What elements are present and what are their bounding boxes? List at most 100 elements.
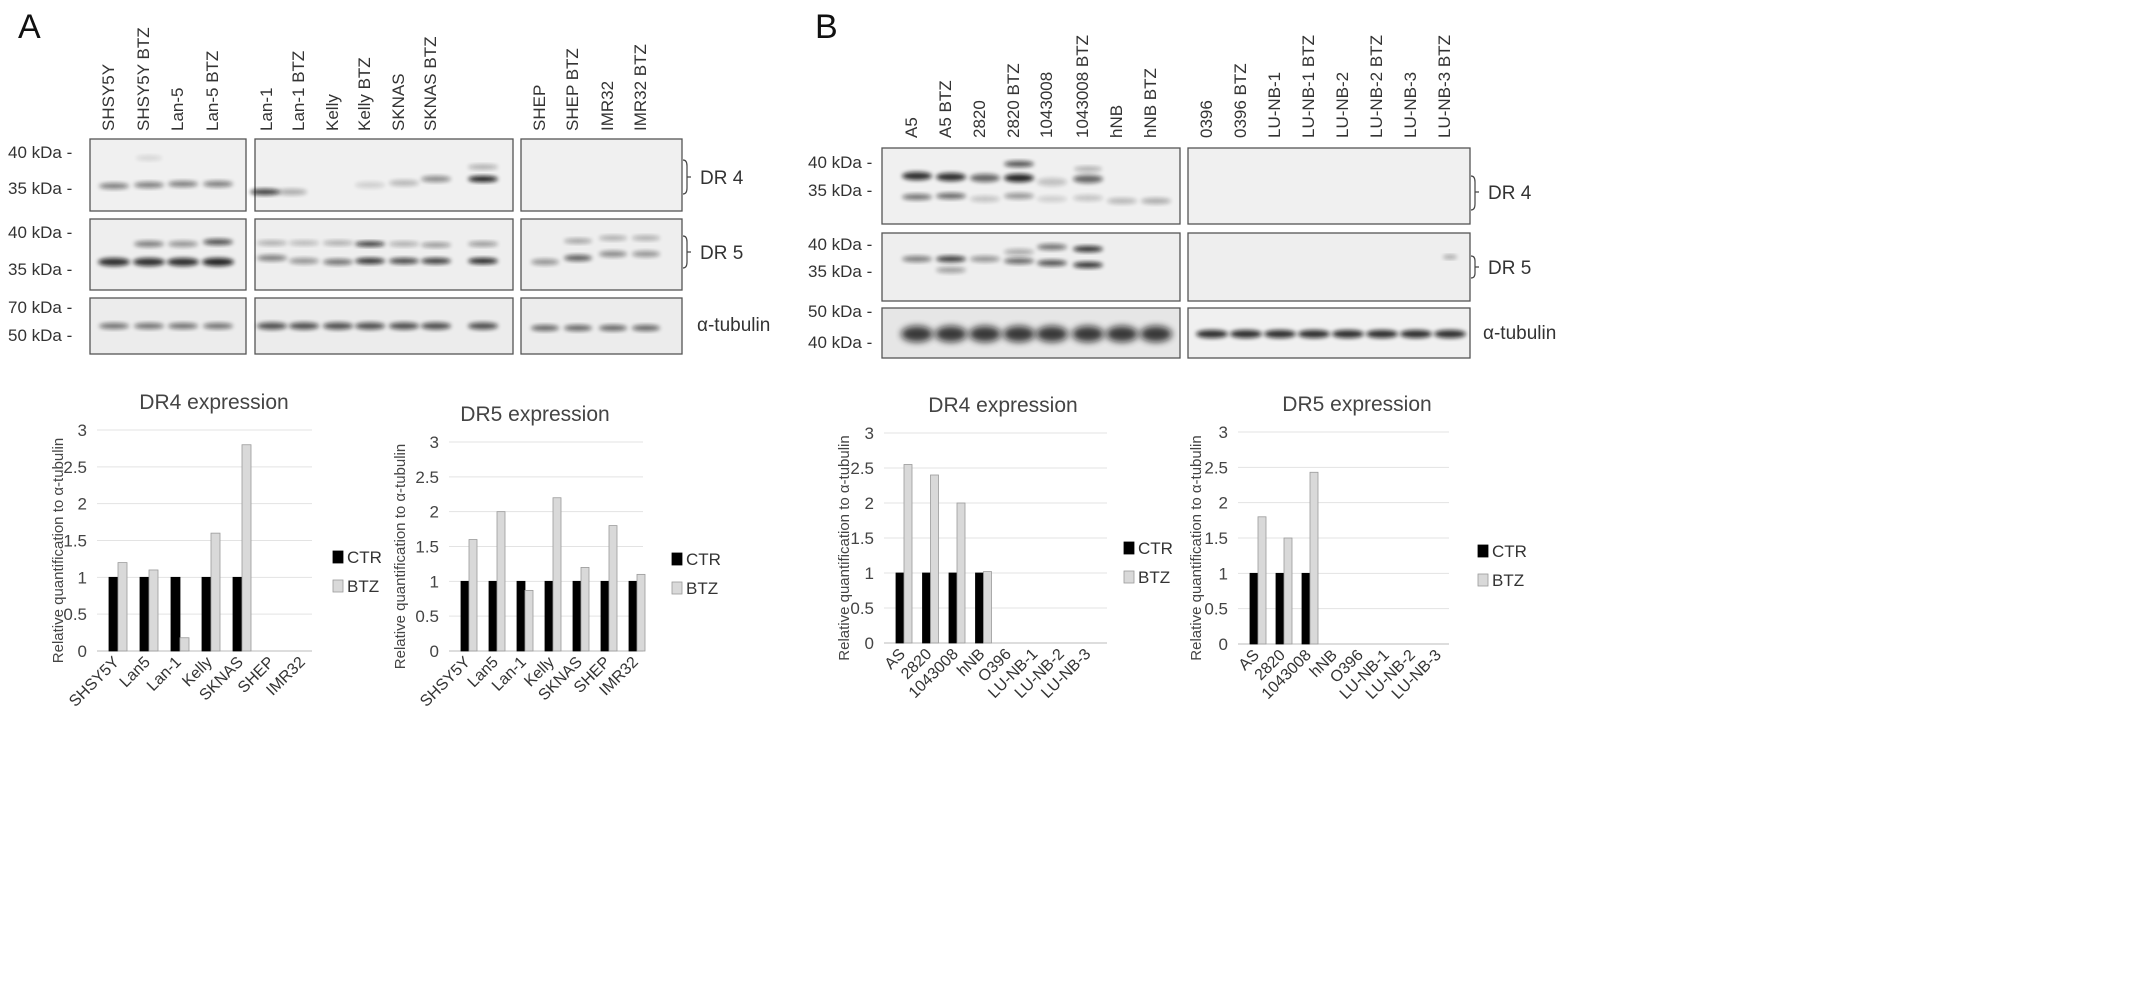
blot-band bbox=[323, 259, 353, 265]
legend-label-ctr: CTR bbox=[686, 550, 721, 569]
y-tick-label: 2.5 bbox=[850, 459, 874, 478]
y-tick-label: 0.5 bbox=[415, 607, 439, 626]
chart-title: DR5 expression bbox=[460, 403, 609, 426]
blot-band bbox=[1073, 195, 1103, 201]
chart-2: DR5 expression 0 0.5 1 1.5 2 2.5 3 Relative quan… bbox=[392, 403, 721, 710]
lane-label: 1043008 bbox=[1037, 72, 1056, 138]
blot-band bbox=[1366, 330, 1398, 338]
blot-band bbox=[355, 182, 385, 188]
bar-ctr bbox=[516, 580, 526, 652]
bands-b bbox=[901, 161, 1466, 342]
bar-btz bbox=[179, 637, 190, 652]
blot-band bbox=[289, 240, 319, 246]
blot-panel-b: 40 kDa - 35 kDa - 40 kDa - 35 kDa - 50 k… bbox=[808, 35, 1556, 359]
kda-b-dr5-35: 35 kDa - bbox=[808, 262, 872, 281]
blot-band bbox=[134, 323, 164, 329]
blot-band bbox=[1037, 178, 1067, 186]
blot-band bbox=[1072, 326, 1104, 342]
blot-band bbox=[389, 258, 419, 264]
bar-ctr bbox=[572, 580, 582, 652]
label-a-tubulin: α-tubulin bbox=[697, 315, 770, 336]
blot-panel-a: 40 kDa - 35 kDa - 40 kDa - 35 kDa - 70 k… bbox=[8, 27, 770, 355]
legend-swatch-btz bbox=[671, 581, 683, 595]
blot-band bbox=[1400, 330, 1432, 338]
blot-a-dr5-box1 bbox=[89, 218, 247, 291]
lane-label: A5 BTZ bbox=[936, 80, 955, 138]
blot-band bbox=[599, 235, 627, 241]
kda-a-tub-70: 70 kDa - bbox=[8, 298, 72, 317]
y-tick-label: 3 bbox=[865, 424, 874, 443]
legend-swatch-btz bbox=[1123, 570, 1135, 584]
blot-band bbox=[202, 258, 234, 266]
blot-band bbox=[564, 325, 592, 331]
blot-band bbox=[970, 256, 1000, 262]
lane-label: LU-NB-1 BTZ bbox=[1299, 35, 1318, 138]
blot-band bbox=[564, 238, 592, 244]
blot-band bbox=[168, 181, 198, 187]
blot-band bbox=[289, 322, 319, 330]
lane-label: LU-NB-3 bbox=[1401, 72, 1420, 138]
kda-b-tub-50: 50 kDa - bbox=[808, 302, 872, 321]
bar-ctr bbox=[895, 572, 905, 644]
bar-btz bbox=[241, 444, 252, 652]
blot-band bbox=[969, 326, 1001, 342]
blot-band bbox=[468, 241, 498, 247]
lane-label: 2820 BTZ bbox=[1004, 63, 1023, 138]
bar-btz bbox=[552, 497, 562, 652]
blot-band bbox=[468, 164, 498, 170]
blot-band bbox=[355, 241, 385, 247]
x-category-label: Lan-1 bbox=[144, 654, 185, 695]
bar-ctr bbox=[488, 580, 498, 652]
legend-label-ctr: CTR bbox=[347, 548, 382, 567]
blot-band bbox=[389, 241, 419, 247]
blot-band bbox=[902, 194, 932, 200]
blot-band bbox=[99, 183, 129, 189]
y-tick-label: 3 bbox=[1219, 423, 1228, 442]
bar-btz bbox=[1257, 516, 1267, 645]
bar-btz bbox=[524, 589, 534, 652]
lane-label: SKNAS BTZ bbox=[421, 37, 440, 131]
lane-label: SHEP bbox=[530, 85, 549, 131]
y-tick-label: 0.5 bbox=[850, 599, 874, 618]
blot-band bbox=[136, 155, 162, 161]
chart-1: DR4 expression 0 0.5 1 1.5 2 2.5 3 Relative quan… bbox=[50, 391, 382, 710]
blot-band bbox=[936, 256, 966, 262]
bar-btz bbox=[117, 562, 128, 652]
y-tick-label: 2 bbox=[78, 495, 87, 514]
bar-ctr bbox=[600, 580, 610, 652]
blot-band bbox=[632, 251, 660, 257]
blot-band bbox=[134, 241, 164, 247]
bar-ctr bbox=[460, 580, 470, 652]
blot-band bbox=[564, 255, 592, 261]
bar-ctr bbox=[1275, 572, 1285, 645]
y-tick-label: 2 bbox=[1219, 494, 1228, 513]
blot-band bbox=[1073, 175, 1103, 183]
legend-swatch-ctr bbox=[1477, 544, 1489, 558]
y-tick-label: 0 bbox=[430, 642, 439, 661]
lane-labels-b: A5 A5 BTZ 2820 2820 BTZ 1043008 1043008 BTZ hN… bbox=[902, 35, 1454, 138]
blot-band bbox=[936, 173, 966, 181]
lane-label: 0396 bbox=[1197, 100, 1216, 138]
bar-ctr bbox=[1301, 572, 1311, 645]
blot-band bbox=[1003, 326, 1035, 342]
blot-band bbox=[1073, 246, 1103, 252]
blot-b-dr4-box1 bbox=[881, 147, 1181, 225]
bar-ctr bbox=[201, 576, 212, 652]
label-a-dr5: DR 5 bbox=[700, 243, 743, 264]
bar-btz bbox=[580, 567, 590, 652]
blot-band bbox=[421, 322, 451, 330]
lane-label: LU-NB-2 BTZ bbox=[1367, 35, 1386, 138]
blot-band bbox=[98, 258, 130, 266]
lane-label: Lan-1 bbox=[257, 88, 276, 131]
y-tick-label: 3 bbox=[430, 433, 439, 452]
lane-label: Lan-5 bbox=[168, 88, 187, 131]
legend-label-btz: BTZ bbox=[686, 579, 718, 598]
y-tick-label: 1 bbox=[78, 568, 87, 587]
legend-swatch-ctr bbox=[1123, 541, 1135, 555]
y-tick-label: 1.5 bbox=[850, 529, 874, 548]
y-tick-label: 2.5 bbox=[63, 458, 87, 477]
kda-a-dr4-40: 40 kDa - bbox=[8, 143, 72, 162]
blot-b-dr4-box2 bbox=[1187, 147, 1471, 225]
kda-a-dr5-35: 35 kDa - bbox=[8, 260, 72, 279]
blot-band bbox=[389, 180, 419, 186]
